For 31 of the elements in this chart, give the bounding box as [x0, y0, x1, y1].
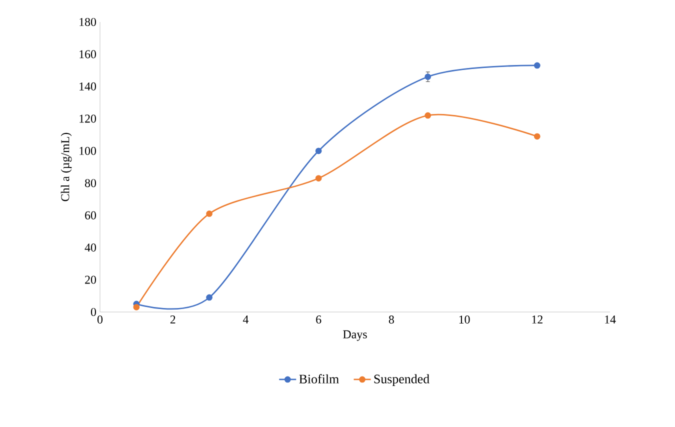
x-tick-label: 12: [532, 316, 542, 324]
legend-label: Biofilm: [299, 374, 339, 384]
x-tick-label: 2: [170, 316, 176, 324]
x-tick-label: 4: [242, 316, 249, 324]
y-tick-label: 60: [85, 211, 96, 220]
y-tick-label: 0: [90, 308, 96, 316]
point: [424, 112, 432, 119]
point: [534, 62, 540, 69]
point: [424, 74, 432, 80]
x-tick-label: 10: [459, 316, 470, 324]
x-tick-label: 0: [97, 316, 103, 324]
y-tick-label: 180: [80, 18, 96, 26]
x-tick-label: 14: [605, 316, 616, 324]
point: [315, 175, 322, 182]
point: [206, 294, 212, 301]
x-tick-label: 8: [388, 316, 394, 324]
point: [315, 148, 322, 154]
x-axis-title: Days: [343, 330, 367, 341]
y-tick-label: 100: [80, 146, 96, 155]
y-tick-label: 160: [80, 50, 96, 58]
point: [133, 304, 140, 310]
y-tick-label: 140: [80, 82, 96, 90]
y-tick-label: 40: [84, 244, 96, 252]
y-tick-label: 20: [85, 276, 96, 284]
point: [534, 133, 540, 140]
y-tick-label: 120: [80, 114, 96, 123]
legend-label: Suspended: [374, 374, 430, 386]
x-tick-label: 6: [316, 316, 322, 324]
point: [206, 210, 212, 217]
y-tick-label: 80: [84, 179, 96, 188]
y-axis-title: Chl a (µg/mL): [60, 132, 72, 202]
